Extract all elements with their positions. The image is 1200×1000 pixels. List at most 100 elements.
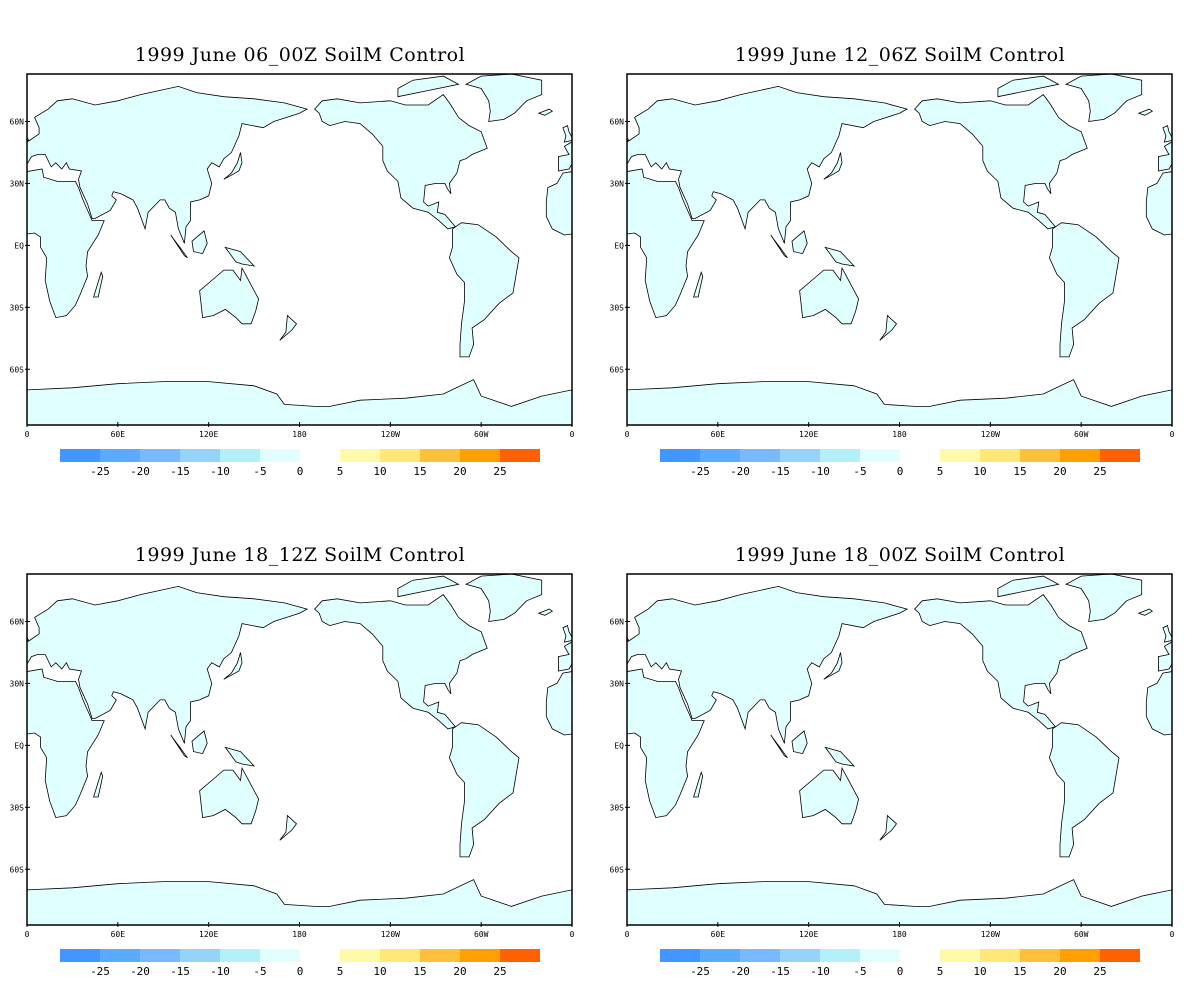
lat-tick-label: 60N [10,117,25,126]
colorbar-label: -25 [690,965,710,978]
lat-tick-label: EQ [614,241,624,250]
landmass [1064,574,1143,622]
map-panel-2: 1999 June 12_06Z SoilM Control 60N 30N EQ 3… [600,0,1200,500]
lon-tick-label: 0 [570,930,575,939]
colorbar-box-positive [380,449,420,462]
lat-tick-label: 30N [610,179,625,188]
landmass [824,246,856,267]
colorbar-box-positive [500,949,540,962]
colorbar-label: 0 [297,965,304,978]
landmass [397,75,460,98]
soil-moisture-map: 60N 30N EQ 30S 60S 0 60E 120E 180 120W 60W 0 -25 -20 -… [0,73,575,478]
colorbar-box-negative [180,449,220,462]
landmass [537,608,554,616]
lon-tick-label: 120W [381,430,400,439]
landmass [27,389,28,425]
landmass [1158,641,1172,672]
soil-moisture-map: 60N 30N EQ 30S 60S 0 60E 120E 180 120W 60W 0 -25 -20 -… [610,573,1175,978]
landmass [224,246,256,267]
lat-tick-label: 60N [610,617,625,626]
landmass [914,94,1088,230]
landmass [191,730,208,755]
lon-tick-label: 60E [111,430,126,439]
landmass [27,85,309,244]
lon-tick-label: 60E [111,930,126,939]
landmass [27,879,572,925]
colorbar-label: -10 [210,965,230,978]
landmass [1048,222,1120,358]
landmass [1171,889,1172,925]
landmass [199,266,260,325]
landmass [0,109,7,115]
landmass [448,722,520,858]
landmass [770,234,788,259]
landmass [397,575,460,598]
colorbar-label: -15 [770,465,790,478]
colorbar-box-negative [180,949,220,962]
map-panel-1: 1999 June 06_00Z SoilM Control 60N 30N EQ 3… [0,0,600,500]
lon-tick-label: 0 [570,430,575,439]
lat-tick-label: 30N [610,679,625,688]
lat-tick-label: EQ [14,741,24,750]
colorbar-label: 15 [413,965,426,978]
soil-moisture-map: 60N 30N EQ 30S 60S 0 60E 120E 180 120W 60W 0 -25 -20 -… [0,573,575,978]
landmass [571,889,572,925]
landmass [799,266,860,325]
colorbar-label: -25 [90,465,110,478]
colorbar-box-positive [460,949,500,962]
lon-tick-label: 180 [292,930,307,939]
colorbar-label: 20 [453,965,466,978]
colorbar-label: 0 [897,465,904,478]
landmass [799,766,860,825]
landmass [823,652,843,680]
landmass [997,75,1060,98]
landmass [27,379,572,425]
colorbar-box-negative [820,449,860,462]
lon-tick-label: 60E [711,430,726,439]
colorbar-box-positive [980,449,1020,462]
landmass [562,625,572,643]
lat-tick-label: 30S [10,803,25,812]
landmass [600,109,607,115]
lon-tick-label: 120E [199,430,218,439]
lon-tick-label: 180 [892,430,907,439]
landmass [627,85,909,244]
lon-tick-label: 0 [25,430,30,439]
colorbar-label: -15 [170,965,190,978]
lat-tick-label: 30S [10,303,25,312]
colorbar-box-positive [340,449,380,462]
land-layer [0,74,572,425]
colorbar-label: 10 [373,965,386,978]
landmass [545,171,572,236]
landmass [170,234,188,259]
colorbar-box-negative [260,449,300,462]
colorbar-label: 25 [493,965,506,978]
landmass [537,108,554,116]
lat-tick-label: 60S [10,365,25,374]
lat-tick-label: 60N [610,117,625,126]
landmass [627,879,1172,925]
colorbar-box-negative [740,949,780,962]
colorbar-label: 25 [1093,965,1106,978]
colorbar-label: 15 [1013,465,1026,478]
colorbar-box-positive [1020,949,1060,962]
colorbar-label: 25 [493,465,506,478]
landmass [823,152,843,180]
landmass [1048,722,1120,858]
colorbar-box-positive [1060,949,1100,962]
lat-tick-label: EQ [614,741,624,750]
landmass [1137,108,1154,116]
colorbar-box-negative [60,949,100,962]
landmass [558,141,572,172]
landmass [627,379,1172,425]
landmass [791,230,808,255]
lat-tick-label: 60S [610,865,625,874]
colorbar-box-positive [1100,949,1140,962]
landmass [0,609,7,615]
landmass [879,814,898,841]
panel-title: 1999 June 12_06Z SoilM Control [734,44,1066,66]
landmass [464,74,543,122]
landmass [693,270,704,298]
landmass [1137,608,1154,616]
colorbar-label: 0 [297,465,304,478]
